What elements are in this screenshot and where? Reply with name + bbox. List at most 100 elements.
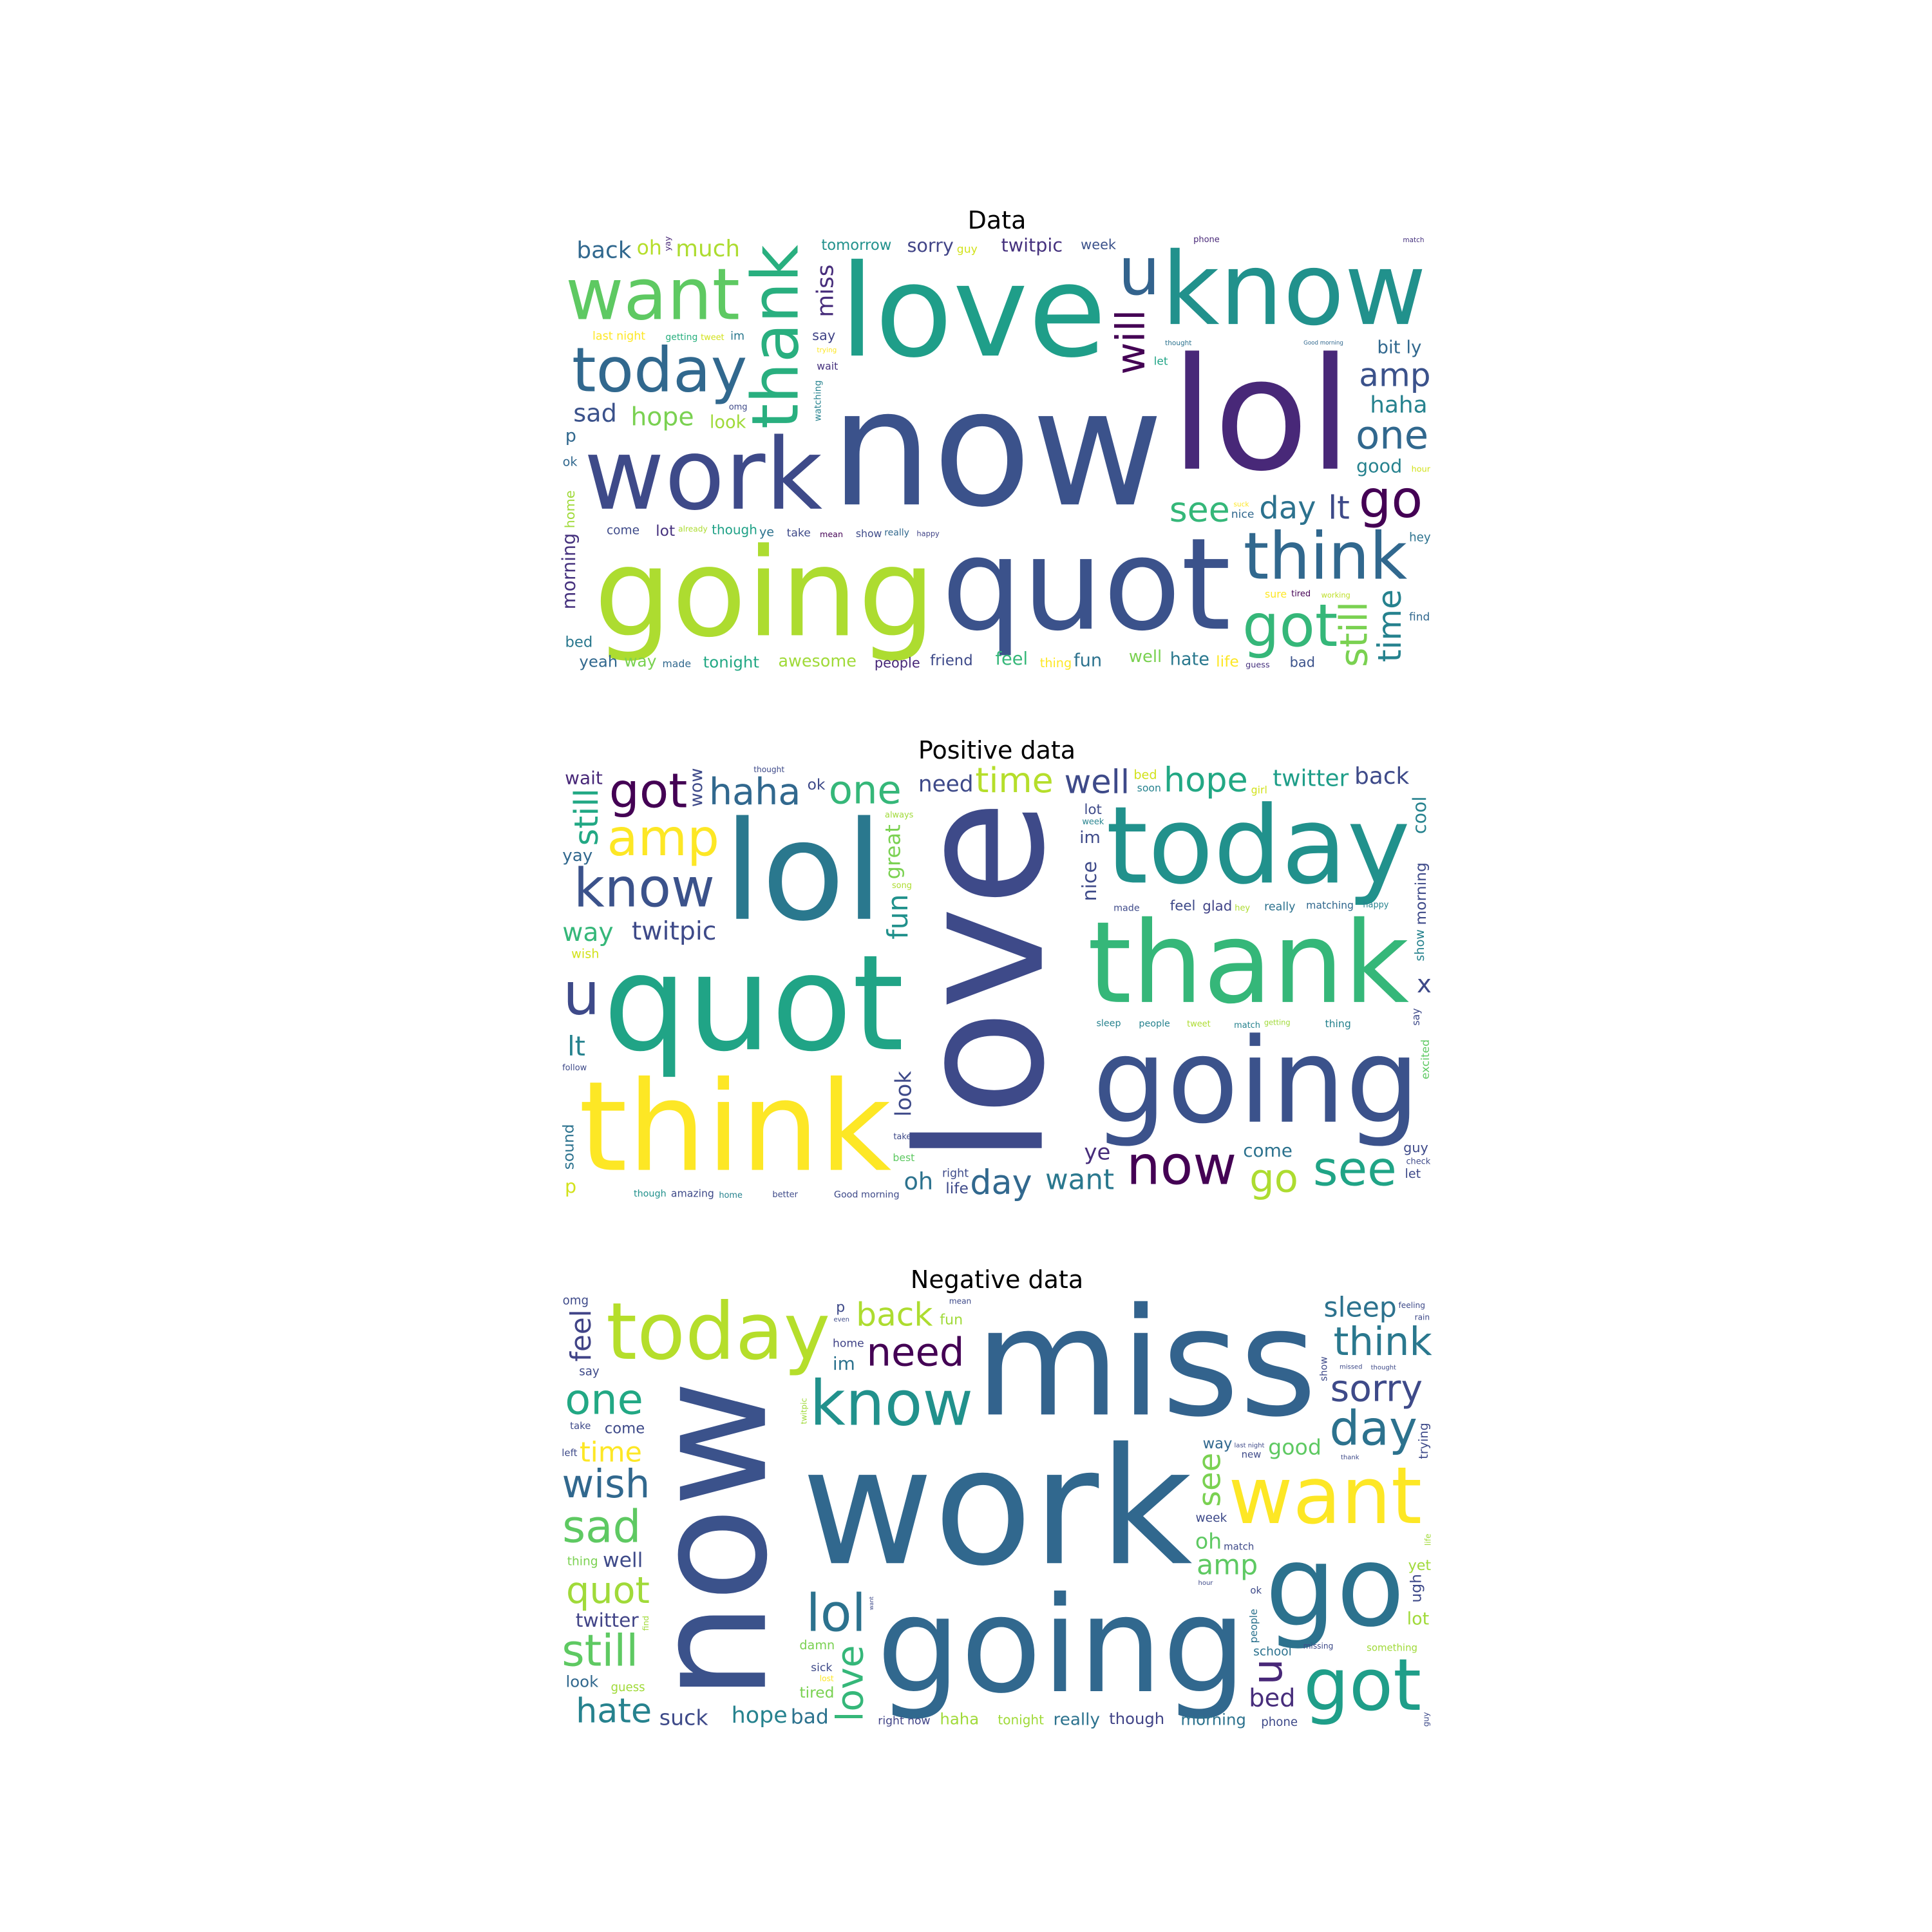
word: lt xyxy=(1328,488,1350,526)
word: home xyxy=(719,1191,743,1200)
word: twitpic xyxy=(799,1398,808,1425)
word: last night xyxy=(1235,1443,1265,1450)
word: though xyxy=(634,1189,667,1199)
word: phone xyxy=(1193,235,1220,245)
word: getting xyxy=(1264,1018,1291,1027)
word: let xyxy=(1405,1166,1421,1181)
word: time xyxy=(580,1436,642,1468)
word: tired xyxy=(800,1683,835,1701)
word: still xyxy=(1332,601,1376,667)
word: come xyxy=(605,1421,645,1437)
word: way xyxy=(562,918,613,947)
word: love xyxy=(829,1645,871,1721)
word: miss xyxy=(813,265,839,317)
word: sure xyxy=(1265,588,1287,600)
word: yay xyxy=(562,846,592,866)
word: week xyxy=(1081,237,1117,252)
word: life xyxy=(1216,652,1239,670)
word: though xyxy=(712,522,757,537)
word: nice xyxy=(1079,861,1101,902)
word: want xyxy=(1228,1450,1422,1542)
word: go xyxy=(1359,469,1423,529)
word: glad xyxy=(1202,898,1232,914)
word: bad xyxy=(791,1705,829,1728)
word: sad xyxy=(573,399,617,428)
word: come xyxy=(1243,1140,1293,1161)
word: tweet xyxy=(1187,1019,1211,1029)
word: amazing xyxy=(671,1188,714,1200)
word: got xyxy=(1303,1643,1421,1727)
word: home xyxy=(833,1337,864,1350)
word: right xyxy=(942,1167,969,1180)
word: show xyxy=(1318,1356,1329,1381)
word: time xyxy=(1370,589,1408,662)
word: u xyxy=(1118,233,1160,310)
word: im xyxy=(833,1353,855,1374)
word: p xyxy=(565,426,576,446)
word: hate xyxy=(1170,649,1209,669)
word: morning xyxy=(1180,1710,1245,1729)
word: missed xyxy=(1340,1364,1362,1371)
word: damn xyxy=(799,1638,835,1653)
word: match xyxy=(1234,1021,1260,1030)
word: really xyxy=(884,527,909,538)
word: sad xyxy=(562,1501,641,1553)
word: will xyxy=(1108,310,1154,375)
word: sleep xyxy=(1323,1291,1396,1323)
word: yay xyxy=(663,236,673,251)
word: omg xyxy=(563,1294,589,1307)
word: bed xyxy=(1133,767,1157,782)
word: way xyxy=(1203,1435,1233,1452)
word: twitter xyxy=(1273,766,1349,792)
word: well xyxy=(603,1549,643,1572)
word: really xyxy=(1054,1710,1100,1729)
word: see xyxy=(1313,1141,1397,1197)
word: come xyxy=(607,524,639,538)
word: tired xyxy=(1291,589,1311,599)
word: back xyxy=(1354,763,1409,790)
word: life xyxy=(1423,1534,1432,1546)
word: twitpic xyxy=(632,916,717,946)
word: already xyxy=(678,525,708,534)
word: feel xyxy=(995,649,1028,669)
word: way xyxy=(624,652,657,670)
word: sorry xyxy=(1331,1367,1423,1410)
word: guy xyxy=(957,243,978,256)
word: today xyxy=(606,1285,830,1378)
word: thought xyxy=(1165,339,1191,347)
word: tonight xyxy=(703,653,759,672)
word: match xyxy=(1403,236,1424,244)
word: quot xyxy=(566,1569,650,1612)
word: mean xyxy=(820,529,843,539)
word: even xyxy=(833,1316,849,1323)
word: check xyxy=(1406,1157,1430,1166)
word: thank xyxy=(738,245,813,429)
word: going xyxy=(876,1568,1246,1723)
panel-title: Negative data xyxy=(911,1265,1083,1294)
word: say xyxy=(1410,1009,1422,1026)
word: suck xyxy=(1233,500,1249,508)
word: really xyxy=(1264,900,1295,913)
word: lt xyxy=(567,1030,585,1062)
word: lot xyxy=(1084,802,1102,818)
word: people xyxy=(1139,1019,1170,1029)
word: feel xyxy=(1170,898,1196,914)
word: well xyxy=(1129,647,1162,667)
word: cool xyxy=(1409,797,1430,834)
word: oh xyxy=(637,236,662,260)
word: Good morning xyxy=(834,1189,900,1200)
word: wish xyxy=(571,946,599,961)
word: want xyxy=(565,254,740,336)
word: think xyxy=(1334,1320,1433,1365)
word: feel xyxy=(565,1309,598,1361)
word: back xyxy=(856,1295,933,1333)
word: friend xyxy=(930,652,972,669)
word: haha xyxy=(940,1709,979,1728)
word: im xyxy=(730,330,744,343)
word: amp xyxy=(1359,355,1430,393)
word: school xyxy=(1253,1645,1292,1659)
word: know xyxy=(810,1368,973,1440)
